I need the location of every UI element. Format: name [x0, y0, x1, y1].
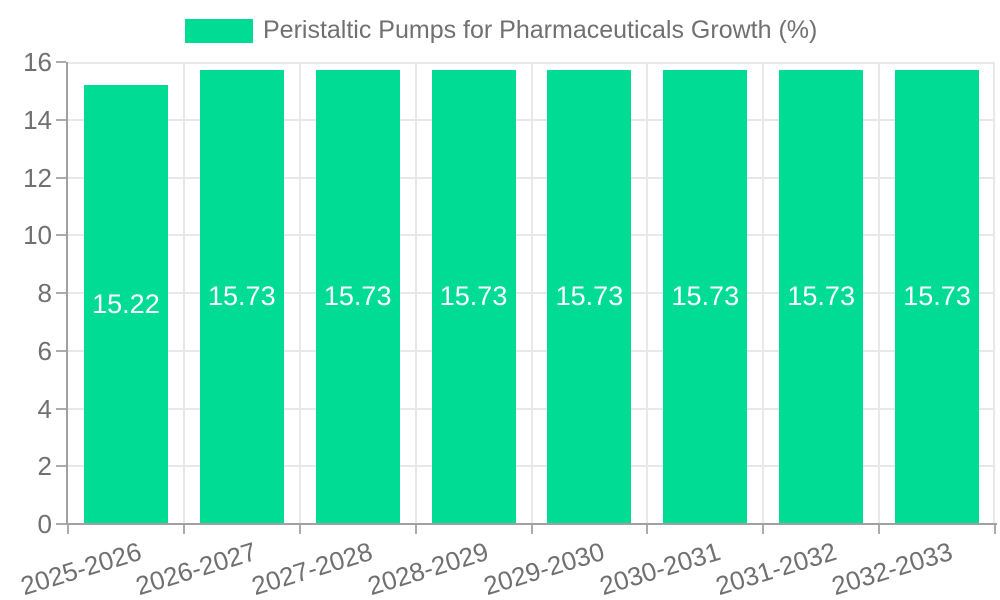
y-axis-tick-label: 12	[23, 162, 52, 193]
legend-swatch-icon	[185, 18, 253, 43]
x-axis-tick	[762, 525, 765, 534]
y-axis-tick	[56, 176, 66, 179]
x-axis-tick-label: 2031-2032	[711, 536, 840, 600]
y-axis-tick	[56, 234, 66, 237]
y-axis-tick-label: 6	[37, 335, 52, 366]
x-axis-line	[66, 523, 997, 525]
bar-2031-2032[interactable]: 15.73	[779, 69, 864, 524]
bar-value-label: 15.73	[787, 281, 855, 312]
bar-2028-2029[interactable]: 15.73	[431, 69, 516, 524]
bar-value-label: 15.73	[323, 281, 392, 312]
legend-label: Peristaltic Pumps for Pharmaceuticals Gr…	[263, 16, 818, 44]
v-gridline	[414, 62, 417, 524]
y-axis-tick-label: 8	[37, 278, 52, 308]
y-axis-tick	[56, 465, 66, 468]
x-axis-tick	[414, 525, 417, 534]
v-gridline	[182, 62, 185, 524]
x-axis-tick	[878, 525, 881, 534]
bar-value-label: 15.22	[92, 288, 160, 319]
x-axis-tick	[646, 525, 649, 534]
bar-2029-2030[interactable]: 15.73	[547, 69, 632, 524]
y-axis-tick-label: 0	[37, 509, 52, 539]
bar-2032-2033[interactable]: 15.73	[895, 69, 980, 524]
v-gridline	[762, 62, 765, 524]
legend[interactable]: Peristaltic Pumps for Pharmaceuticals Gr…	[185, 16, 817, 45]
y-axis-tick	[56, 407, 66, 410]
x-axis-tick	[298, 525, 301, 534]
bar-value-label: 15.73	[555, 281, 624, 312]
bar-2027-2028[interactable]: 15.73	[315, 69, 400, 524]
bar-value-label: 15.73	[671, 281, 740, 312]
plot-area: 15.22 15.73 15.73 15.73 15.73 15.73 15.73 15.73	[68, 62, 995, 524]
x-axis-tick	[67, 525, 69, 534]
x-axis-tick	[530, 525, 533, 534]
y-axis-tick-label: 10	[23, 220, 52, 251]
y-axis-tick	[56, 349, 66, 352]
bar-2025-2026[interactable]: 15.22	[83, 84, 168, 524]
y-axis-tick-label: 2	[37, 451, 52, 482]
y-axis-tick-label: 14	[23, 104, 52, 135]
bar-value-label: 15.73	[208, 281, 276, 312]
x-axis-tick-label: 2027-2028	[248, 536, 377, 600]
x-axis-tick-label: 2028-2029	[364, 536, 493, 600]
bar-value-label: 15.73	[903, 281, 971, 312]
x-axis-tick-label: 2032-2033	[827, 536, 956, 600]
y-axis-line	[66, 62, 68, 524]
y-axis-tick	[56, 118, 66, 121]
y-axis-tick-label: 4	[37, 393, 52, 424]
v-gridline	[298, 62, 301, 524]
bar-2026-2027[interactable]: 15.73	[199, 69, 284, 524]
v-gridline	[993, 62, 995, 524]
y-axis-tick-label: 16	[23, 47, 52, 77]
v-gridline	[530, 62, 533, 524]
x-axis-tick	[994, 525, 996, 534]
bar-value-label: 15.73	[439, 281, 508, 312]
bar-2030-2031[interactable]: 15.73	[663, 69, 748, 524]
v-gridline	[646, 62, 649, 524]
y-axis-tick	[56, 523, 66, 525]
x-axis-tick-label: 2025-2026	[16, 536, 145, 600]
x-axis-tick-label: 2029-2030	[480, 536, 608, 600]
x-axis-tick-label: 2026-2027	[132, 536, 261, 600]
x-axis-tick-label: 2030-2031	[596, 536, 724, 600]
y-axis-tick	[56, 292, 66, 294]
y-axis-tick	[56, 61, 66, 63]
v-gridline	[878, 62, 881, 524]
x-axis-tick	[182, 525, 185, 534]
